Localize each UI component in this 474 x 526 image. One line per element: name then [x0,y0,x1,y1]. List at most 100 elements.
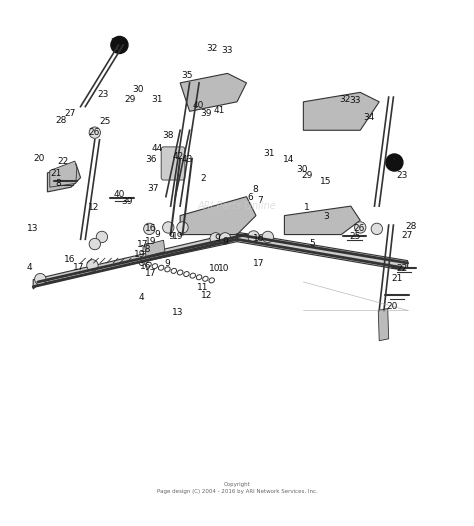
Text: 4: 4 [27,263,32,272]
Text: 22: 22 [57,157,68,166]
Circle shape [111,36,128,54]
Polygon shape [47,164,81,192]
Text: 28: 28 [406,221,417,230]
Text: 9: 9 [222,237,228,246]
Text: 3: 3 [323,212,329,221]
Text: 18: 18 [140,245,152,254]
Text: 6: 6 [247,193,253,202]
Polygon shape [145,240,165,256]
Text: 32: 32 [207,44,218,53]
Polygon shape [180,197,256,235]
Text: 9: 9 [164,258,170,268]
Text: 7: 7 [257,196,263,205]
Text: 16: 16 [64,255,76,264]
Text: 34: 34 [363,113,374,122]
Text: 9: 9 [169,232,174,241]
Text: 31: 31 [264,148,275,157]
Text: 8: 8 [55,179,61,188]
Text: 17: 17 [73,263,84,272]
Text: 12: 12 [88,203,100,211]
Text: ARI Parts Online: ARI Parts Online [198,201,276,211]
Text: 37: 37 [147,184,158,193]
Text: 25: 25 [349,232,360,241]
Polygon shape [284,206,360,235]
Circle shape [355,222,366,233]
Text: 31: 31 [152,95,163,104]
Text: 14: 14 [283,155,294,164]
Text: 25: 25 [100,117,111,126]
Text: 5: 5 [309,239,315,248]
Text: 4: 4 [138,292,144,301]
Circle shape [262,231,273,242]
Text: 17: 17 [145,269,156,278]
Text: 28: 28 [55,116,66,125]
Text: 39: 39 [201,109,212,118]
Text: 39: 39 [121,197,133,206]
Text: 35: 35 [182,71,193,80]
Text: 40: 40 [192,101,204,110]
Text: 15: 15 [320,177,332,186]
Text: Copyright
Page design (C) 2004 - 2016 by ARI Network Services, Inc.: Copyright Page design (C) 2004 - 2016 by… [156,482,318,494]
Text: 24: 24 [389,155,400,164]
Text: 30: 30 [297,165,308,174]
Text: 19: 19 [145,237,156,246]
Text: 13: 13 [27,225,38,234]
Text: 16: 16 [140,262,152,271]
Circle shape [144,223,155,235]
Text: 20: 20 [33,154,45,163]
Polygon shape [50,161,77,187]
FancyBboxPatch shape [161,147,185,180]
Text: 2: 2 [200,174,206,183]
Text: 12: 12 [201,291,212,300]
Text: 40: 40 [114,190,125,199]
Text: 30: 30 [133,85,144,94]
Polygon shape [378,309,389,341]
Text: 17: 17 [137,239,149,249]
Text: 26: 26 [88,128,100,137]
Text: 29: 29 [301,171,313,180]
Text: 43: 43 [182,155,193,164]
Text: 10: 10 [209,264,220,273]
Text: 20: 20 [387,302,398,311]
Circle shape [248,231,259,242]
Polygon shape [303,93,379,130]
Text: 23: 23 [396,171,408,180]
Text: 27: 27 [401,231,412,240]
Text: 36: 36 [145,155,156,164]
Polygon shape [180,74,246,112]
Text: 38: 38 [163,132,174,140]
Text: 9: 9 [214,234,220,243]
Circle shape [87,260,98,271]
Text: 19: 19 [134,250,146,259]
Text: 32: 32 [339,95,351,104]
Polygon shape [33,232,246,289]
Text: 44: 44 [152,144,163,153]
Circle shape [386,154,403,171]
Text: 11: 11 [197,283,209,292]
Circle shape [177,222,188,233]
Circle shape [96,231,108,242]
Text: 23: 23 [98,90,109,99]
Text: 9: 9 [155,230,160,239]
Text: 13: 13 [172,308,183,317]
Text: 16: 16 [145,225,156,234]
Polygon shape [237,232,408,270]
Text: 17: 17 [253,259,264,268]
Text: 41: 41 [213,106,225,115]
Text: 16: 16 [253,234,264,243]
Text: 21: 21 [392,274,403,282]
Text: 33: 33 [349,96,360,105]
Circle shape [89,238,100,250]
Text: 22: 22 [396,264,408,273]
Text: 21: 21 [50,169,62,178]
Text: 42: 42 [172,152,183,161]
Text: 8: 8 [252,185,258,194]
Text: 33: 33 [221,46,232,55]
Text: 10: 10 [218,264,229,273]
Text: 29: 29 [125,95,136,104]
Text: 24: 24 [110,38,122,47]
Text: 26: 26 [354,225,365,234]
Circle shape [35,274,46,285]
Text: 19: 19 [172,232,183,241]
Text: 1: 1 [304,203,310,211]
